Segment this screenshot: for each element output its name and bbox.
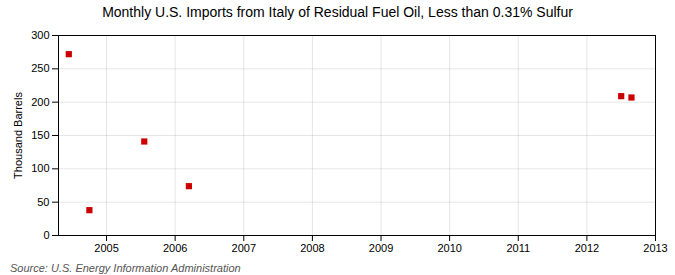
svg-text:200: 200 <box>31 96 49 108</box>
svg-text:2011: 2011 <box>506 242 530 254</box>
svg-text:2006: 2006 <box>163 242 187 254</box>
svg-text:100: 100 <box>31 162 49 174</box>
svg-text:2008: 2008 <box>300 242 324 254</box>
svg-text:2009: 2009 <box>369 242 393 254</box>
svg-text:150: 150 <box>31 129 49 141</box>
svg-text:2007: 2007 <box>232 242 256 254</box>
svg-text:2010: 2010 <box>437 242 461 254</box>
svg-text:2005: 2005 <box>94 242 118 254</box>
svg-text:300: 300 <box>31 29 49 41</box>
svg-text:2013: 2013 <box>643 242 667 254</box>
svg-text:2012: 2012 <box>575 242 599 254</box>
svg-text:250: 250 <box>31 62 49 74</box>
svg-text:0: 0 <box>43 229 49 241</box>
html-text:Source: U.S. Energy Informatio: Source: U.S. Energy Information Administ… <box>10 262 241 274</box>
html-text:Monthly U.S. Imports from Ital: Monthly U.S. Imports from Italy of Resid… <box>102 4 573 20</box>
svg-text:50: 50 <box>37 196 49 208</box>
svg-text:Thousand Barrels: Thousand Barrels <box>12 92 24 179</box>
